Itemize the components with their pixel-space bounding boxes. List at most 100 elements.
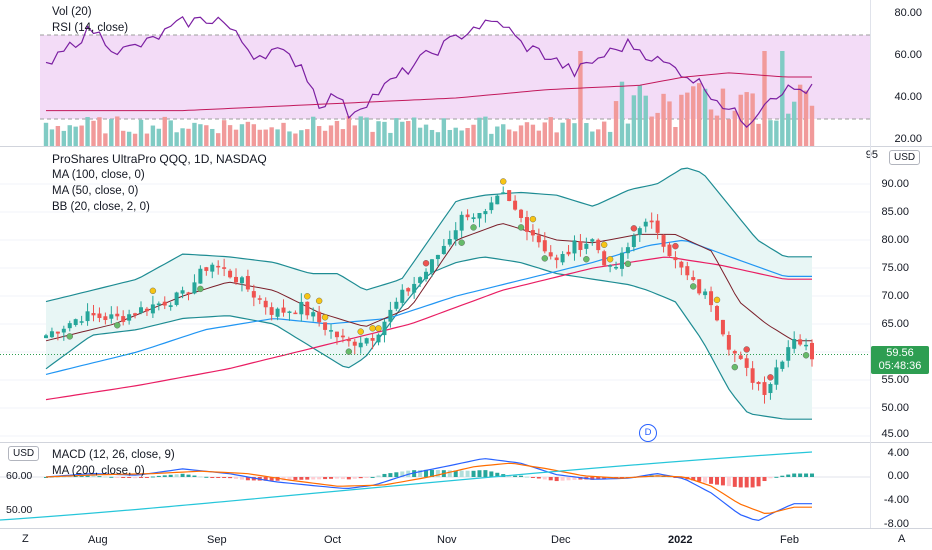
macd-legend: MACD (12, 26, close, 9) MA (200, close, … <box>52 447 175 479</box>
signal-dot <box>541 255 548 262</box>
price-axis-label: 45.00 <box>881 428 909 440</box>
candle-body <box>542 240 547 252</box>
volume-bar <box>55 125 61 146</box>
volume-bar <box>79 125 84 146</box>
candle-body <box>388 309 393 322</box>
macd-axis-label: 4.00 <box>887 447 909 459</box>
auto-scale-button[interactable]: A <box>898 533 906 545</box>
pane-divider[interactable] <box>0 442 932 443</box>
volume-bar <box>667 101 672 146</box>
macd-histogram-bar <box>560 477 565 481</box>
price-plot[interactable] <box>0 146 932 442</box>
candle-body <box>513 200 518 210</box>
left-currency-button[interactable]: USD <box>8 446 40 461</box>
macd-histogram-bar <box>79 475 84 477</box>
macd-histogram-bar <box>495 472 500 477</box>
macd-histogram-bar <box>198 476 203 478</box>
macd-histogram-bar <box>418 470 423 477</box>
volume-bar <box>162 116 167 146</box>
time-label-year: 2022 <box>668 534 693 546</box>
signal-dot <box>767 374 774 381</box>
price-legend: ProShares UltraPro QQQ, 1D, NASDAQ MA (1… <box>52 151 267 215</box>
price-axis-label: 80.00 <box>881 234 909 246</box>
volume-bar <box>227 125 233 146</box>
volume-bar <box>221 120 227 146</box>
signal-dot <box>690 283 697 290</box>
candle-body <box>352 341 357 346</box>
volume-rsi-plot[interactable] <box>0 0 932 146</box>
macd-histogram-bar <box>572 477 577 480</box>
pane-divider[interactable] <box>0 146 932 147</box>
volume-bar <box>239 124 245 146</box>
time-axis[interactable]: Z Aug Sep Oct Nov Dec 2022 Feb A <box>0 528 932 550</box>
volume-bar <box>679 94 684 146</box>
macd-pane[interactable]: MACD (12, 26, close, 9) MA (200, close, … <box>0 442 932 528</box>
signal-dot <box>458 239 465 246</box>
volume-bar <box>352 125 357 146</box>
legend-ma100: MA (100, close, 0) <box>52 169 145 181</box>
macd-histogram-bar <box>150 476 155 478</box>
candle-body <box>299 301 304 315</box>
volume-bar <box>566 119 571 146</box>
volume-rsi-pane[interactable]: Vol (20) RSI (14, close) 80.00 60.00 40.… <box>0 0 932 146</box>
volume-bar <box>447 129 452 146</box>
volume-bar <box>61 130 67 146</box>
macd-histogram-bar <box>542 477 547 480</box>
volume-bar <box>340 129 346 146</box>
macd-histogram-bar <box>774 476 779 478</box>
macd-histogram-bar <box>115 477 120 478</box>
candle-body <box>483 211 488 215</box>
macd-histogram-bar <box>358 477 363 479</box>
signal-dot <box>375 325 382 332</box>
macd-histogram-bar <box>85 475 90 477</box>
macd-histogram-bar <box>412 470 417 477</box>
volume-bar <box>257 129 262 146</box>
macd-plot[interactable] <box>0 442 932 528</box>
candle-body <box>584 243 589 249</box>
volume-bar <box>744 92 749 146</box>
macd-histogram-bar <box>263 477 268 481</box>
candle-body <box>222 267 227 269</box>
candle-body <box>210 264 215 272</box>
volume-bar <box>726 119 732 146</box>
candle-body <box>275 308 280 317</box>
dividend-marker[interactable]: D <box>639 424 657 442</box>
volume-bar <box>708 109 714 146</box>
signal-dot <box>630 225 638 232</box>
candle-body <box>251 291 256 298</box>
volume-bar <box>750 93 755 146</box>
volume-bar <box>483 116 488 146</box>
candle-body <box>679 261 684 268</box>
macd-histogram-bar <box>364 477 369 478</box>
candle-body <box>192 282 197 294</box>
macd-histogram-bar <box>768 477 773 479</box>
candle-body <box>186 292 191 294</box>
candle-body <box>495 195 500 205</box>
volume-bar <box>417 127 423 146</box>
macd-histogram-bar <box>109 476 114 478</box>
candle-body <box>453 230 458 240</box>
macd-axis-label: -4.00 <box>883 494 909 506</box>
volume-ma-line <box>46 72 812 112</box>
macd-histogram-bar <box>709 477 714 484</box>
signal-dot <box>422 260 430 267</box>
candle-body <box>346 339 351 342</box>
volume-bar <box>281 122 286 146</box>
volume-bar <box>73 126 78 146</box>
volume-bar <box>702 88 708 146</box>
candle-body <box>536 235 541 243</box>
volume-bar <box>233 129 239 146</box>
currency-button[interactable]: USD <box>889 150 921 165</box>
price-pane[interactable]: ProShares UltraPro QQQ, 1D, NASDAQ MA (1… <box>0 146 932 442</box>
log-scale-button[interactable]: Z <box>22 533 29 545</box>
signal-dot <box>802 352 810 359</box>
price-axis-label: 55.00 <box>881 374 909 386</box>
symbol-title[interactable]: ProShares UltraPro QQQ, 1D, NASDAQ <box>52 152 267 166</box>
volume-bar <box>388 132 393 146</box>
macd-histogram-bar <box>786 474 791 477</box>
volume-bar <box>661 93 666 146</box>
volume-bar <box>506 129 512 146</box>
volume-bar <box>263 129 268 146</box>
macd-histogram-bar <box>720 477 725 486</box>
ma50-line <box>45 239 812 375</box>
